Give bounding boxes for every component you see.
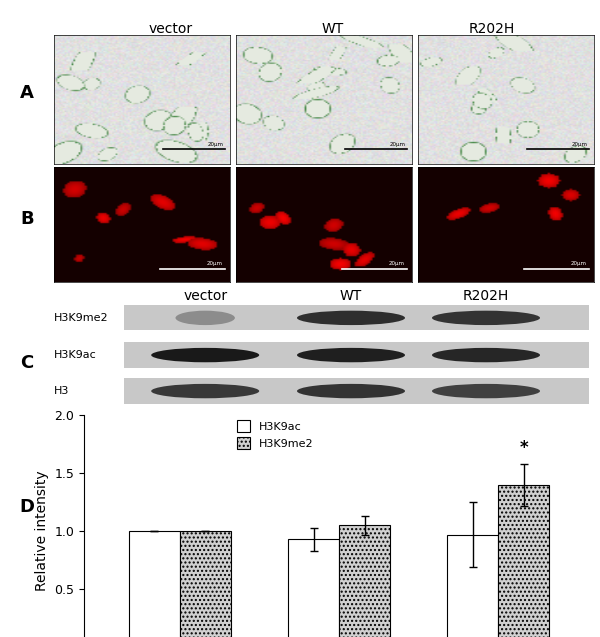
Legend: H3K9ac, H3K9me2: H3K9ac, H3K9me2 <box>232 416 318 454</box>
Bar <box>448 534 499 637</box>
Text: 20μm: 20μm <box>571 261 586 266</box>
Text: B: B <box>20 210 34 228</box>
Text: A: A <box>20 84 34 102</box>
Text: WT: WT <box>340 289 362 303</box>
Y-axis label: Relative intensity: Relative intensity <box>35 471 49 592</box>
Ellipse shape <box>432 348 540 362</box>
Ellipse shape <box>432 384 540 398</box>
Text: *: * <box>520 439 528 457</box>
Bar <box>179 531 230 637</box>
Bar <box>128 531 179 637</box>
Text: 20μm: 20μm <box>572 141 588 147</box>
Bar <box>124 378 589 404</box>
Text: H3: H3 <box>54 386 70 396</box>
Text: D: D <box>19 497 35 516</box>
Text: WT: WT <box>322 22 344 36</box>
Text: H3K9me2: H3K9me2 <box>54 313 109 323</box>
Text: 20μm: 20μm <box>206 261 222 266</box>
Ellipse shape <box>151 384 259 398</box>
Bar <box>124 305 589 331</box>
Bar <box>499 485 550 637</box>
Text: vector: vector <box>183 289 227 303</box>
Bar <box>288 540 339 637</box>
Text: 20μm: 20μm <box>390 141 406 147</box>
Ellipse shape <box>297 348 405 362</box>
Bar <box>124 343 589 368</box>
Ellipse shape <box>432 311 540 325</box>
Bar <box>339 526 390 637</box>
Text: vector: vector <box>149 22 193 36</box>
Ellipse shape <box>297 311 405 325</box>
Text: H3K9ac: H3K9ac <box>54 350 97 360</box>
Text: R202H: R202H <box>469 22 515 36</box>
Text: C: C <box>20 354 34 373</box>
Ellipse shape <box>297 384 405 398</box>
Text: R202H: R202H <box>463 289 509 303</box>
Ellipse shape <box>176 311 235 325</box>
Text: 20μm: 20μm <box>208 141 224 147</box>
Text: 20μm: 20μm <box>388 261 404 266</box>
Ellipse shape <box>151 348 259 362</box>
